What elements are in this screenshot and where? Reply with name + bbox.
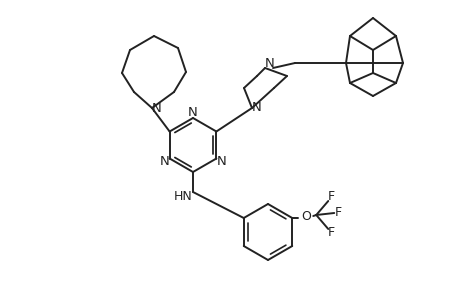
Text: N: N [188,106,197,119]
Text: N: N [252,100,261,113]
Text: HN: HN [173,190,192,203]
Text: F: F [327,226,334,239]
Text: N: N [152,101,162,115]
Text: N: N [160,155,169,168]
Text: F: F [327,190,334,203]
Text: N: N [216,155,225,168]
Text: O: O [301,211,310,224]
Text: N: N [264,56,274,70]
Text: F: F [334,206,341,220]
